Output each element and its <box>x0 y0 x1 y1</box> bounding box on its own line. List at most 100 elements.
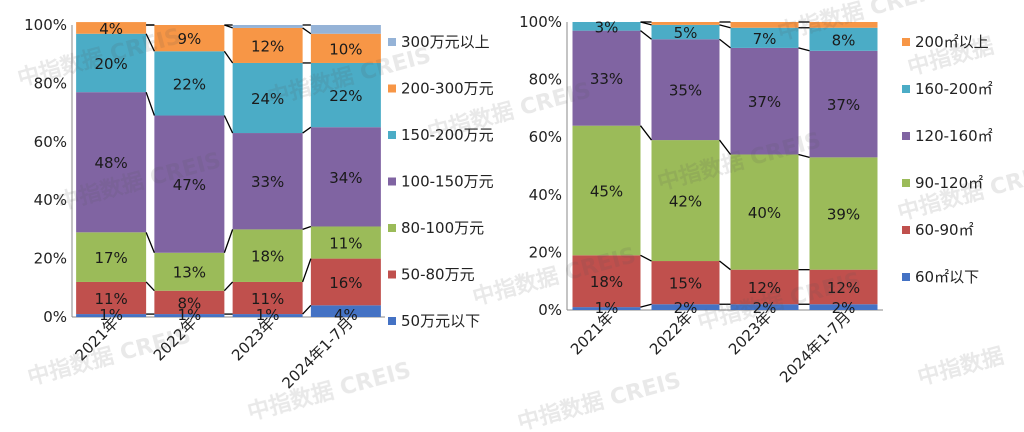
bar-segment <box>651 22 720 25</box>
series-connector-line <box>223 115 234 134</box>
bar-segment <box>232 281 303 315</box>
y-tick-label: 60% <box>529 128 562 146</box>
bar-segment <box>809 157 878 270</box>
series-connector-line <box>223 50 234 64</box>
data-label: 35% <box>669 82 702 100</box>
legend-label: 60㎡以下 <box>915 268 979 286</box>
bar-segment <box>232 229 303 282</box>
legend-swatch <box>902 226 910 234</box>
series-connector-line <box>640 254 652 262</box>
legend-swatch <box>388 177 396 186</box>
bar-segment <box>572 255 641 308</box>
data-label: 4% <box>99 20 123 38</box>
bar-segment <box>76 22 147 34</box>
bar-segment <box>809 269 878 305</box>
y-tick-label: 20% <box>34 250 67 268</box>
bar-segment <box>651 24 720 40</box>
legend-label: 120-160㎡ <box>915 127 993 145</box>
series-connector-line <box>302 304 312 315</box>
legend-item: 60-90㎡ <box>902 221 974 239</box>
series-connector-line <box>798 47 810 52</box>
bar-segment <box>76 281 147 315</box>
series-connector-line <box>719 24 731 29</box>
legend-label: 60-90㎡ <box>915 221 974 239</box>
bar-segment <box>651 39 720 141</box>
data-label: 42% <box>669 193 702 211</box>
data-label: 22% <box>329 87 362 105</box>
bar-segment <box>572 307 641 310</box>
legend-swatch <box>388 224 396 232</box>
legend-label: 200-300万元 <box>401 80 494 98</box>
legend-label: 160-200㎡ <box>915 80 993 98</box>
bar-segment <box>76 33 147 93</box>
series-connector-line <box>719 38 731 49</box>
data-label: 20% <box>94 55 127 73</box>
series-connector-line <box>718 139 732 155</box>
legend-swatch <box>902 179 910 187</box>
data-label: 40% <box>748 204 781 222</box>
legend-item: 200-300万元 <box>388 80 494 98</box>
bar-segment <box>809 304 878 310</box>
series-connector-line <box>640 303 652 308</box>
bar-segment <box>232 133 303 230</box>
legend-label: 100-150万元 <box>401 173 494 191</box>
bar-segment <box>310 127 381 227</box>
bar-segment <box>730 22 799 28</box>
y-tick-label: 100% <box>519 13 562 31</box>
data-label: 2% <box>674 299 698 317</box>
y-tick-label: 40% <box>529 186 562 204</box>
watermark-text: 中指数据 CREIS <box>515 367 684 432</box>
bar-segment <box>232 62 303 134</box>
series-connector-line <box>223 229 234 253</box>
y-tick-label: 80% <box>34 74 67 92</box>
x-tick-label: 2021年 <box>567 308 617 358</box>
legend-item: 200㎡以上 <box>902 33 989 51</box>
bar-segment <box>232 314 303 317</box>
legend-label: 50万元以下 <box>401 312 480 330</box>
data-label: 13% <box>173 264 206 282</box>
data-label: 1% <box>256 306 280 324</box>
bar-segment <box>154 115 225 253</box>
bar-segment <box>154 290 225 315</box>
bar-segment <box>730 269 799 305</box>
bar-segment <box>154 51 225 116</box>
bar-segment <box>651 261 720 305</box>
bar-segment <box>809 50 878 158</box>
bar-segment <box>310 226 381 259</box>
legend-swatch <box>388 131 396 139</box>
x-tick-label: 2023年 <box>228 314 278 364</box>
bar-segment <box>310 33 381 63</box>
series-connector-line <box>302 126 312 134</box>
legend-item: 100-150万元 <box>388 173 494 191</box>
series-connector-line <box>145 33 155 52</box>
data-label: 17% <box>94 249 127 267</box>
legend-item: 50万元以下 <box>388 312 480 330</box>
data-label: 4% <box>334 306 358 324</box>
legend-item: 90-120㎡ <box>902 174 983 192</box>
bar-segment <box>310 258 381 306</box>
bar-segment <box>232 27 303 63</box>
bar-segment <box>232 25 303 28</box>
chart-1: 0%20%40%60%80%100%1%11%17%48%20%4%1%8%13… <box>24 16 494 392</box>
data-label: 8% <box>177 294 201 312</box>
y-tick-label: 100% <box>24 16 67 34</box>
data-label: 12% <box>748 279 781 297</box>
legend-item: 80-100万元 <box>388 219 484 237</box>
y-tick-label: 20% <box>529 243 562 261</box>
watermark-text: 中指数据 <box>915 343 1007 391</box>
data-label: 16% <box>329 274 362 292</box>
series-connector-line <box>302 27 312 35</box>
data-label: 1% <box>99 306 123 324</box>
legend-swatch <box>902 273 910 281</box>
bar-segment <box>730 304 799 310</box>
data-label: 8% <box>832 31 856 49</box>
bar-segment <box>809 27 878 51</box>
legend-swatch <box>388 84 396 93</box>
series-connector-line <box>145 281 155 292</box>
data-label: 33% <box>251 173 284 191</box>
series-connector-line <box>145 91 155 116</box>
series-connector-line <box>302 225 312 231</box>
y-tick-label: 0% <box>43 308 67 326</box>
bar-segment <box>76 314 147 317</box>
